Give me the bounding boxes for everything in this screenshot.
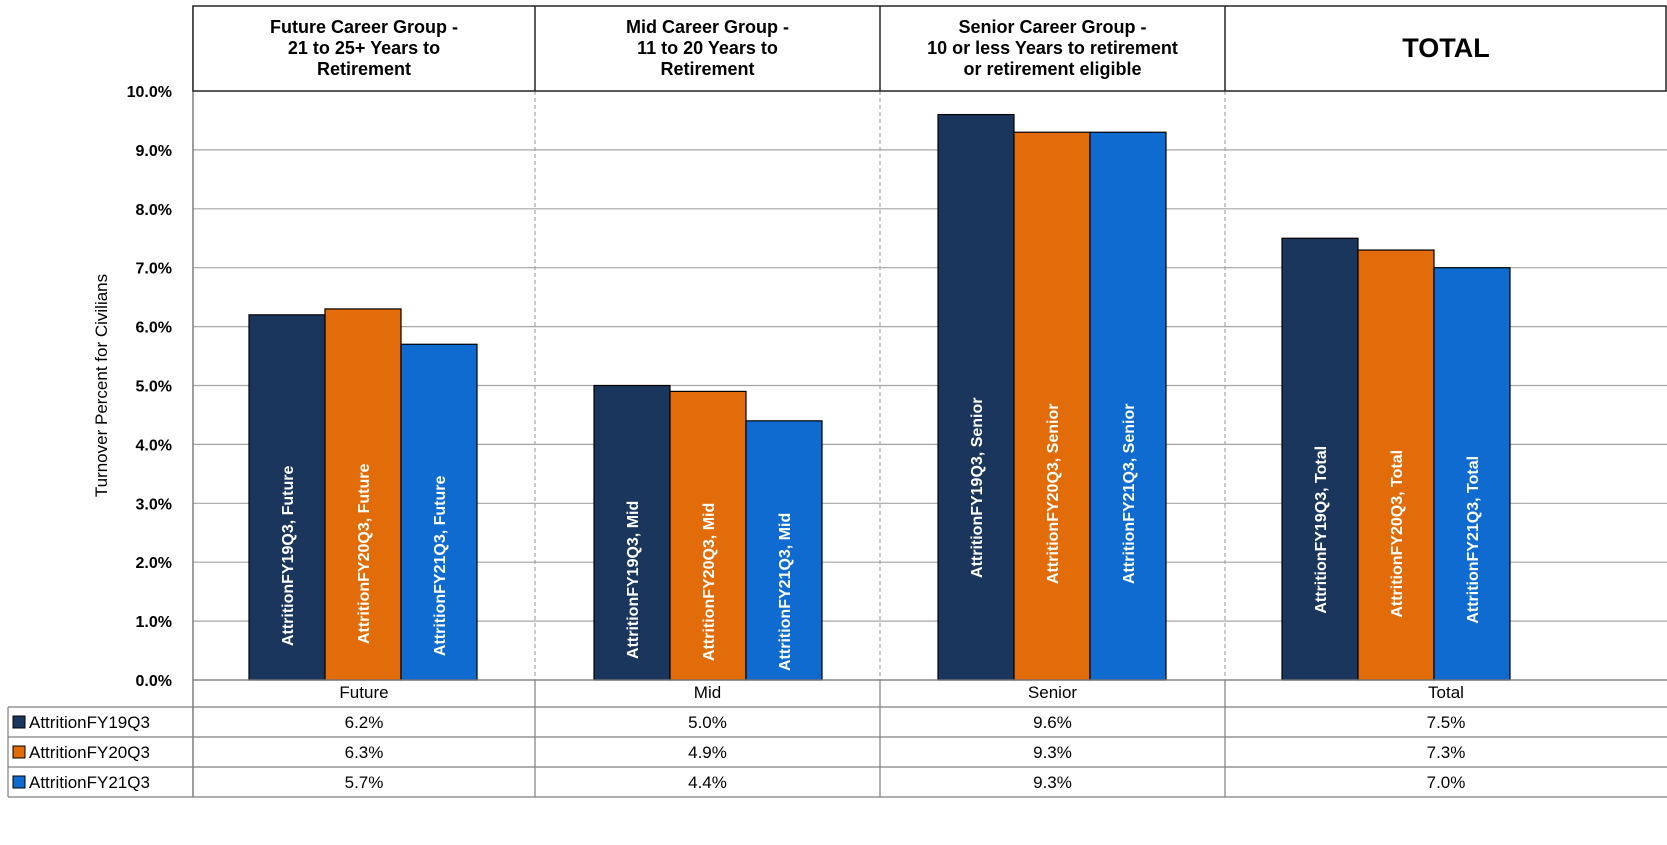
table-cell: 9.6% — [1033, 713, 1072, 732]
y-tick-label: 0.0% — [136, 673, 172, 690]
table-cell: 6.3% — [345, 743, 384, 762]
legend-swatch — [12, 745, 26, 759]
group-header-line: or retirement eligible — [963, 59, 1141, 79]
legend-swatch — [12, 715, 26, 729]
group-header-line: Retirement — [317, 59, 411, 79]
group-header-line: Mid Career Group - — [626, 17, 789, 37]
legend-series-name: AttritionFY21Q3 — [29, 773, 150, 792]
bar-label: AttritionFY20Q3, Future — [356, 464, 373, 645]
group-headers: Future Career Group -21 to 25+ Years to R… — [192, 5, 1667, 92]
table-cell: 4.4% — [688, 773, 727, 792]
bars: AttritionFY19Q3, Future AttritionFY19Q3, … — [248, 113, 1511, 681]
group-header-line: TOTAL — [1402, 33, 1490, 63]
y-tick-label: 3.0% — [136, 496, 172, 513]
bar-label: AttritionFY19Q3, Senior — [969, 398, 986, 578]
group-header-line: Future Career Group - — [270, 17, 458, 37]
data-table: Future Mid Senior Total AttritionFY19Q3 6.2% 5… — [7, 679, 1667, 798]
x-category-label: Senior — [1028, 683, 1077, 702]
bar — [1281, 237, 1359, 681]
bar-label: AttritionFY19Q3, Mid — [625, 501, 642, 659]
group-header-line: 11 to 20 Years to — [637, 38, 778, 58]
group-header: Senior Career Group -10 or less Years to… — [927, 17, 1178, 79]
y-tick-label: 10.0% — [127, 84, 172, 101]
table-cell: 6.2% — [345, 713, 384, 732]
table-cell: 5.7% — [345, 773, 384, 792]
group-header-line: Retirement — [660, 59, 754, 79]
x-category-label: Future — [339, 683, 388, 702]
group-header-line: Senior Career Group - — [958, 17, 1146, 37]
table-cell: 9.3% — [1033, 773, 1072, 792]
bar — [1089, 131, 1167, 681]
bar-label: AttritionFY21Q3, Senior — [1121, 404, 1138, 584]
table-cell: 9.3% — [1033, 743, 1072, 762]
y-tick-label: 7.0% — [136, 261, 172, 278]
bar-label: AttritionFY19Q3, Future — [280, 466, 297, 647]
bar — [400, 343, 478, 681]
y-tick-label: 5.0% — [136, 379, 172, 396]
y-tick-label: 1.0% — [136, 614, 172, 631]
bar — [1357, 249, 1435, 681]
legend-swatch — [12, 775, 26, 789]
y-axis-label: Turnover Percent for Civilians — [92, 274, 111, 497]
x-category-label: Total — [1428, 683, 1464, 702]
group-header-line: 10 or less Years to retirement — [927, 38, 1178, 58]
y-tick-label: 4.0% — [136, 437, 172, 454]
bar — [745, 420, 823, 681]
y-axis: Turnover Percent for Civilians 0.0% 1.0% 2… — [92, 84, 172, 690]
y-tick-label: 8.0% — [136, 202, 172, 219]
table-cell: 7.3% — [1427, 743, 1466, 762]
y-tick-label: 2.0% — [136, 555, 172, 572]
header-box — [192, 5, 1667, 92]
bar-label: AttritionFY21Q3, Future — [432, 476, 449, 657]
table-cell: 7.0% — [1427, 773, 1466, 792]
bar — [593, 384, 671, 681]
bar — [669, 390, 747, 681]
legend-series-name: AttritionFY19Q3 — [29, 713, 150, 732]
y-tick-label: 6.0% — [136, 320, 172, 337]
table-cell: 4.9% — [688, 743, 727, 762]
bar-label: AttritionFY20Q3, Total — [1389, 450, 1406, 618]
legend-series-name: AttritionFY20Q3 — [29, 743, 150, 762]
bar-label: AttritionFY21Q3, Total — [1465, 456, 1482, 624]
y-tick-label: 9.0% — [136, 143, 172, 160]
table-cell: 7.5% — [1427, 713, 1466, 732]
bar-label: AttritionFY20Q3, Senior — [1045, 404, 1062, 584]
bar — [1013, 131, 1091, 681]
group-header-line: 21 to 25+ Years to — [288, 38, 440, 58]
bar-label: AttritionFY21Q3, Mid — [777, 513, 794, 671]
group-header: Future Career Group -21 to 25+ Years to R… — [270, 17, 458, 79]
group-header: Mid Career Group -11 to 20 Years to Retir… — [626, 17, 789, 79]
bar — [937, 113, 1015, 681]
table-cell: 5.0% — [688, 713, 727, 732]
bar-label: AttritionFY20Q3, Mid — [701, 503, 718, 661]
bar-label: AttritionFY19Q3, Total — [1313, 446, 1330, 614]
bar — [1433, 267, 1511, 681]
bar — [324, 308, 402, 681]
group-header: TOTAL — [1402, 33, 1490, 63]
x-category-label: Mid — [694, 683, 721, 702]
